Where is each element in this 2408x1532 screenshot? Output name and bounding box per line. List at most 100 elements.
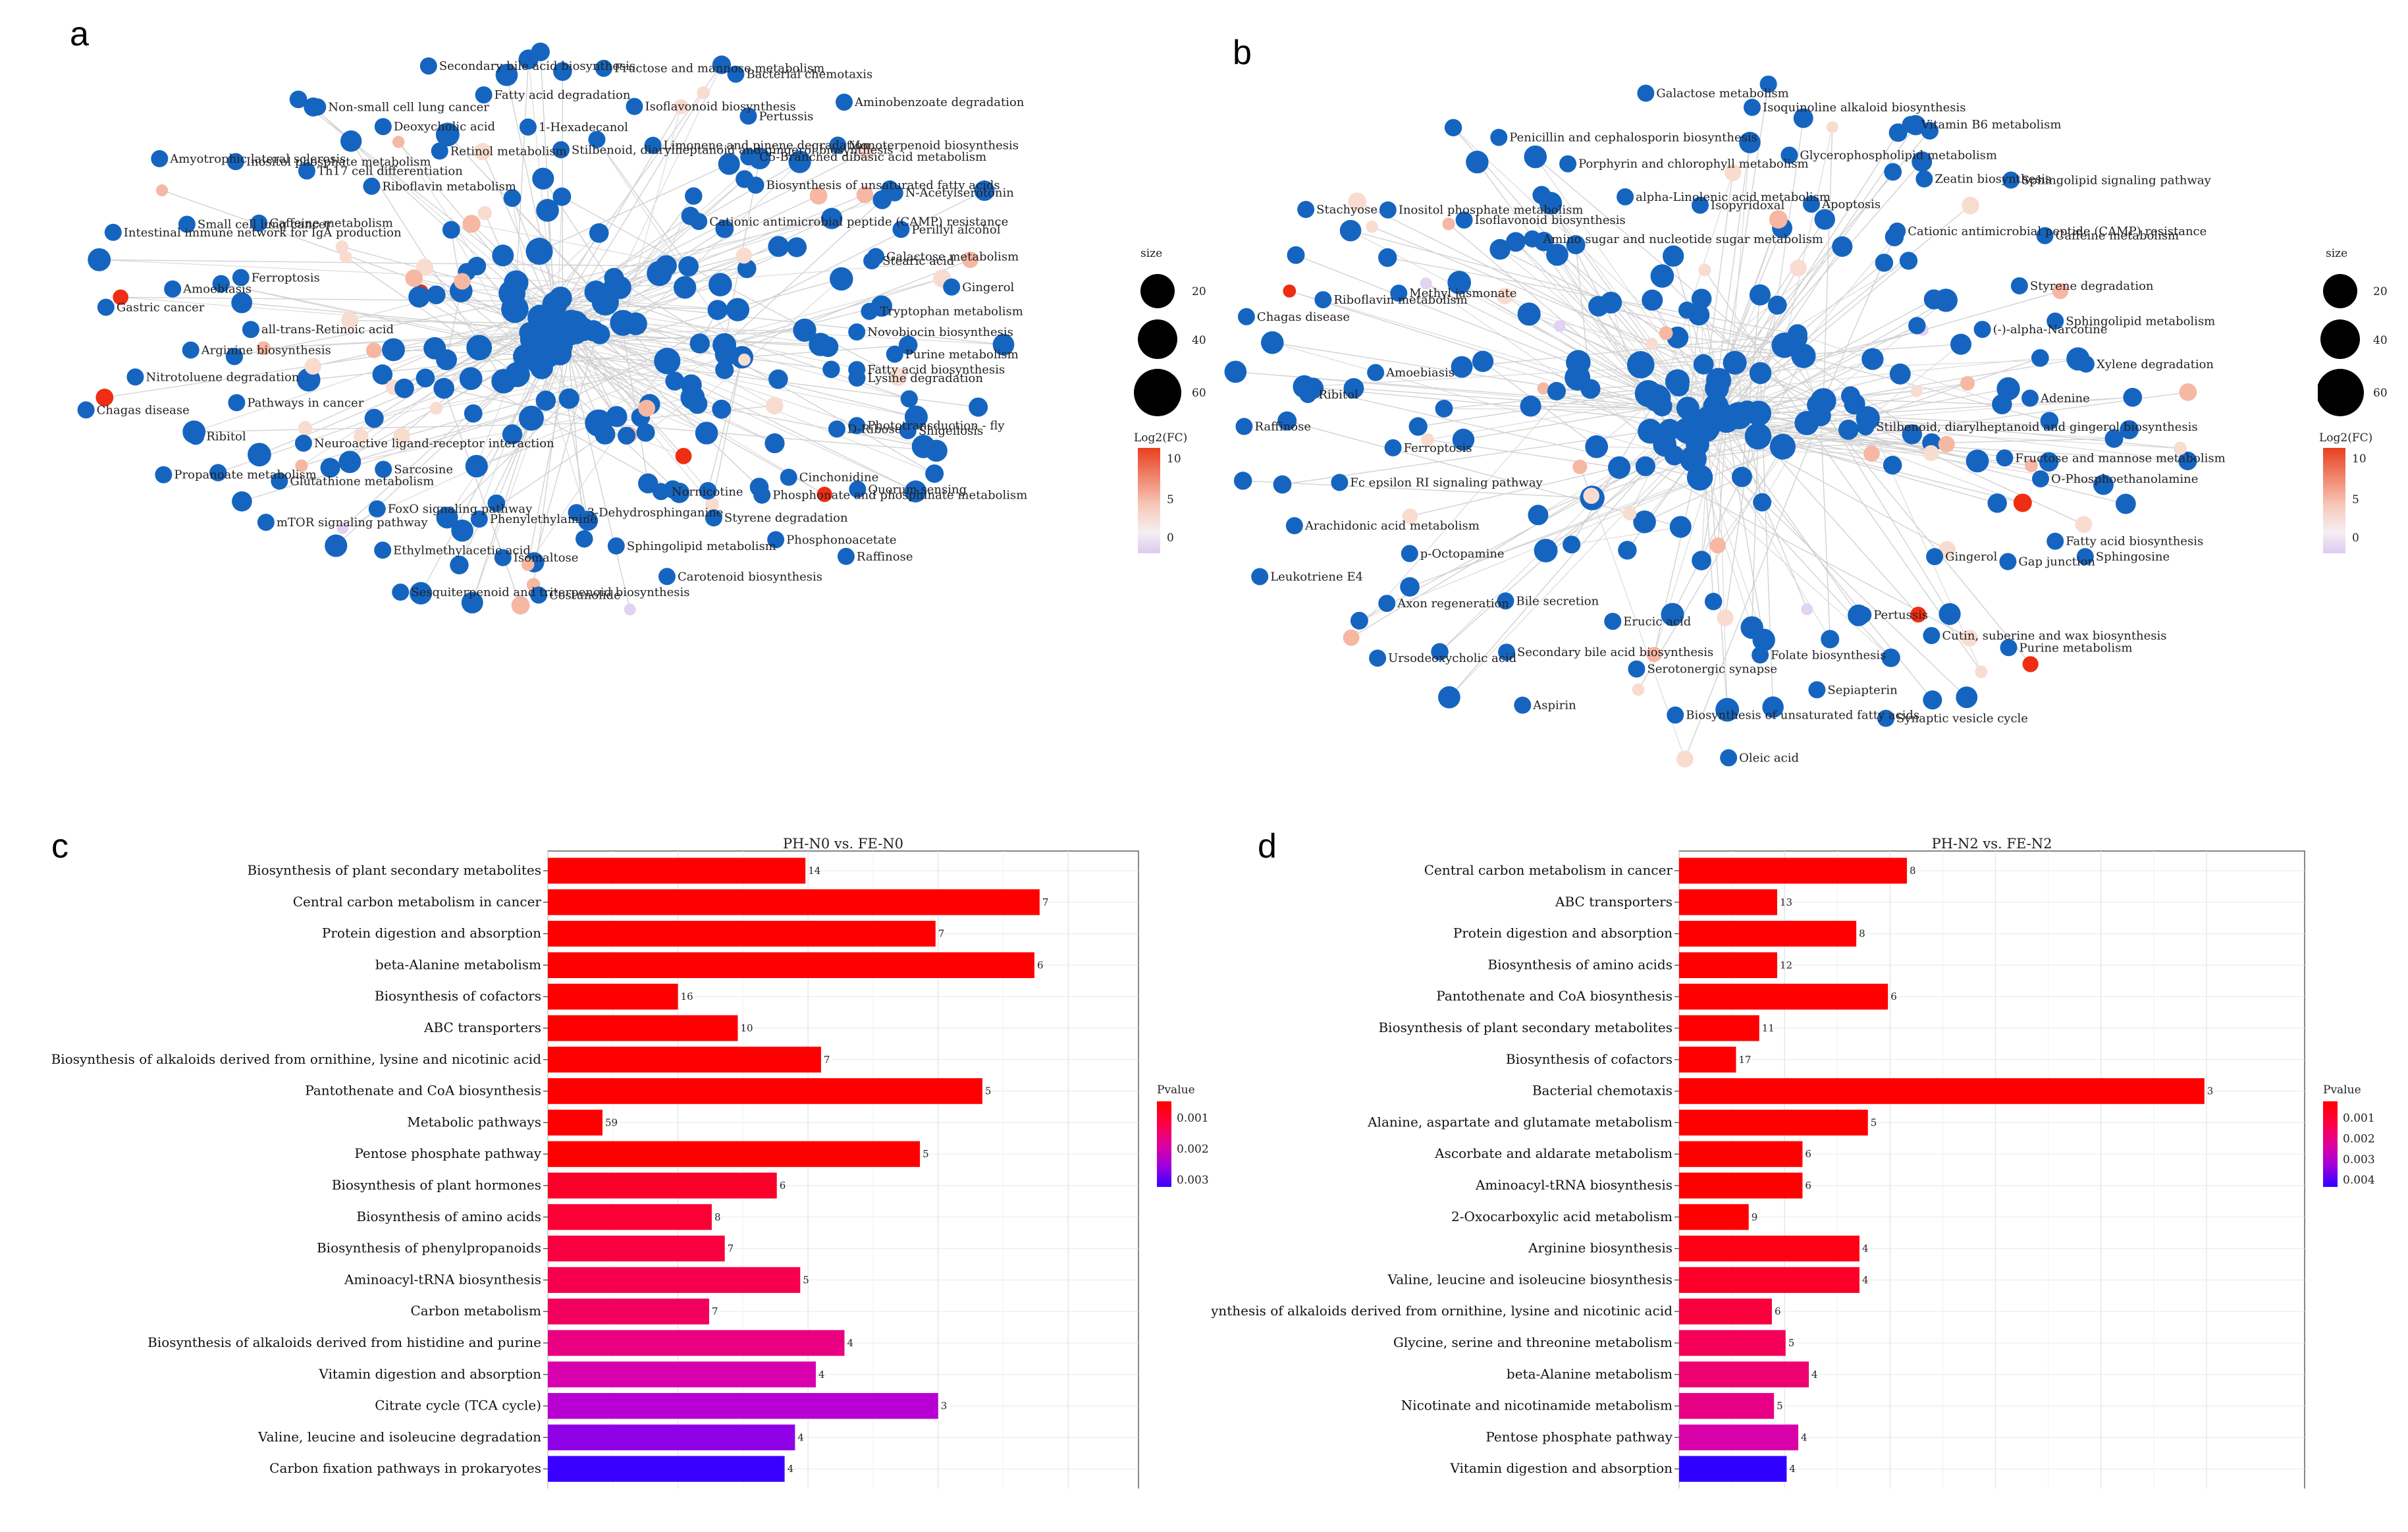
network-edge [533,302,606,562]
network-node [888,368,907,387]
fc-legend-title: Log2(FC) [1134,431,1187,445]
network-node [816,486,832,503]
network-node [187,427,205,445]
network-node-label: Porphyrin and chlorophyll metabolism [1578,157,1808,171]
network-node [849,480,867,498]
pvalue-colorbar [2323,1101,2338,1188]
network-node-label: Isoflavonoid biosynthesis [645,100,795,114]
network-node [899,422,917,439]
network-edge [1711,124,1916,422]
bar [1679,1015,1759,1041]
network-node [375,460,392,478]
y-category-label: Metabolic pathways [407,1114,541,1130]
network-edge [555,333,775,444]
y-category-label: Biosynthesis of alkaloids derived from o… [51,1051,542,1067]
network-edge [622,106,682,323]
y-category-label: ABC transporters [423,1020,541,1035]
network-edge [635,323,909,400]
network-node [1715,698,1740,722]
bar-count-label: 7 [728,1243,734,1255]
network-node [1749,284,1771,306]
network-node [1348,192,1367,211]
network-node [1566,350,1591,375]
network-node [530,586,548,604]
network-node [1908,317,1926,335]
network-node [394,378,414,398]
network-node-label: Erucic acid [1623,615,1691,628]
network-node-label: Isoquinoline alkaloid biosynthesis [1763,101,1966,115]
network-node [164,280,182,298]
network-node [364,408,384,428]
size-legend-20: 20 [2373,285,2388,298]
network-node [1442,217,1455,231]
network-node [1826,121,1838,134]
network-node [1801,603,1813,616]
network-node [450,555,469,575]
network-node-label: Isomaltose [514,551,579,565]
network-node [558,388,579,409]
network-node [658,568,676,586]
network-edge [527,329,574,565]
network-node [126,368,144,386]
network-node [900,390,918,408]
network-node [1752,628,1775,651]
network-node [1884,163,1902,181]
network-node [861,302,878,320]
panel-letter-a: a [70,15,89,53]
network-edge [1409,477,1700,588]
bar [548,1298,709,1325]
bar [548,1109,602,1135]
network-node [1260,331,1284,354]
network-node [2039,452,2059,472]
network-node [502,424,523,445]
bar-count-label: 4 [847,1337,853,1349]
network-node [232,269,250,287]
network-node [410,582,433,605]
network-node [1563,535,1581,554]
bar-count-label: 6 [1775,1305,1781,1317]
network-node [504,270,529,295]
network-node-label: Styrene degradation [724,511,848,525]
size-legend-a: size 20 40 60 Log2(FC) 10 5 0 [1134,247,1206,553]
network-node-label: O-Phosphoethanolamine [2051,472,2198,486]
bar-count-label: 4 [1789,1463,1796,1475]
network-node [727,65,745,83]
bar [1679,1361,1809,1388]
network-node [718,153,740,175]
network-node [2047,312,2064,330]
network-node [638,399,656,417]
network-node-label: Galactose metabolism [886,250,1019,263]
y-category-label: Biosynthesis of amino acids [356,1209,541,1224]
network-node [1950,333,1971,355]
network-node [1749,362,1772,385]
network-node [575,530,593,548]
network-node [535,391,556,411]
network-node [705,509,722,527]
network-node [1723,350,1747,375]
network-node [519,118,537,136]
network-node [1559,155,1577,173]
y-category-label: Aminoacyl-tRNA biosynthesis [1475,1177,1672,1193]
network-node [231,292,253,314]
network-node [992,333,1015,356]
network-edge [460,290,707,434]
y-category-label: Biosynthesis of plant secondary metaboli… [247,862,541,878]
network-node [433,377,454,399]
network-node [589,223,609,243]
network-edge [1651,300,1718,418]
network-node [1237,308,1255,325]
network-node-label: Nitrotoluene degradation [146,370,299,384]
network-node-label: Serotonergic synapse [1647,663,1777,676]
network-node-label: Sarcosine [394,463,453,477]
network-edge [447,134,597,292]
network-node [1367,364,1385,381]
network-edge [596,139,689,267]
network-node [961,251,978,268]
network-node [764,433,785,454]
size-dot-20 [1140,274,1175,308]
fc-colorbar [2323,448,2345,553]
network-node [467,256,487,276]
network-node [715,219,734,238]
pvalue-tick-label: 0.002 [1177,1143,1209,1156]
bar [548,1361,816,1388]
